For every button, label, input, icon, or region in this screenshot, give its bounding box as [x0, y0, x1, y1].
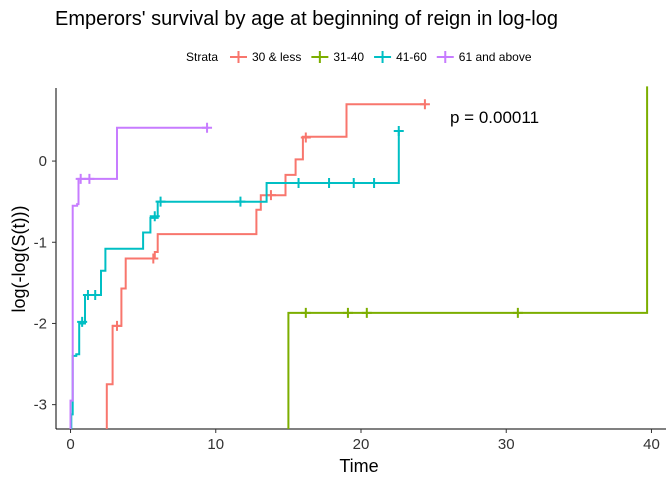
censor-mark-41-60 [293, 177, 304, 188]
x-tick-label: 40 [643, 436, 660, 453]
x-tick-label: 30 [498, 436, 515, 453]
legend-item-30-less: 30 & less [230, 50, 301, 64]
censor-mark-30-less [419, 99, 430, 110]
legend-key-61-and-above [436, 51, 454, 63]
censor-mark-41-60 [77, 316, 88, 327]
x-tick-label: 20 [353, 436, 370, 453]
censor-mark-30-less [300, 132, 311, 143]
legend-title: Strata [186, 50, 218, 64]
series-line-30-less [105, 103, 427, 429]
y-tick-label: -1 [34, 234, 47, 251]
censor-mark-41-60 [324, 177, 335, 188]
censor-mark-31-40 [300, 307, 311, 318]
legend-key-41-60 [374, 51, 392, 63]
censor-mark-41-60 [393, 126, 404, 137]
y-tick-label: -2 [34, 315, 47, 332]
series-line-41-60 [70, 131, 400, 429]
series-line-31-40 [287, 86, 649, 429]
censor-mark-41-60 [348, 177, 359, 188]
y-tick-label: -3 [34, 397, 47, 414]
plot-area: 0 10 20 30 40 -3 -2 -1 0 [34, 86, 666, 453]
censor-mark-61-and-above [202, 122, 213, 133]
legend-item-31-40: 31-40 [311, 50, 364, 64]
series-line-61-and-above [69, 126, 209, 429]
legend-item-61-and-above: 61 and above [436, 50, 532, 64]
legend: Strata 30 & less 31-40 41-60 61 and above [186, 50, 532, 64]
chart-title: Emperors' survival by age at beginning o… [55, 8, 558, 30]
y-axis-title: log(-log(S(t))) [9, 205, 29, 312]
legend-label-41-60: 41-60 [396, 50, 427, 64]
x-tick-label: 10 [207, 436, 224, 453]
censor-mark-30-less [112, 320, 122, 331]
censor-mark-31-40 [342, 307, 353, 318]
censor-mark-61-and-above [75, 173, 86, 184]
censor-mark-61-and-above [84, 173, 95, 184]
censor-mark-41-60 [90, 290, 101, 301]
censor-mark-31-40 [512, 307, 523, 318]
legend-label-31-40: 31-40 [333, 50, 364, 64]
censor-mark-41-60 [149, 211, 160, 222]
censor-mark-30-less [148, 253, 159, 264]
legend-label-61-and-above: 61 and above [459, 50, 532, 64]
legend-item-41-60: 41-60 [374, 50, 427, 64]
p-value-annotation: p = 0.00011 [450, 108, 539, 127]
x-axis-title: Time [339, 456, 378, 476]
y-tick-label: 0 [39, 153, 47, 170]
legend-label-30-less: 30 & less [252, 50, 301, 64]
censor-mark-41-60 [155, 196, 166, 207]
censor-mark-41-60 [369, 177, 380, 188]
x-tick-label: 0 [66, 436, 74, 453]
censor-mark-41-60 [235, 196, 246, 207]
censor-mark-31-40 [361, 307, 372, 318]
censor-mark-30-less [265, 190, 276, 201]
legend-key-30-less [230, 51, 247, 63]
legend-key-31-40 [311, 51, 329, 63]
